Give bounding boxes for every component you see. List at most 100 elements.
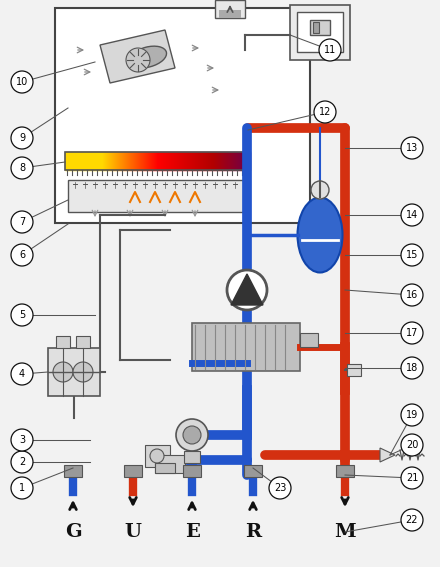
Bar bbox=[238, 152, 239, 170]
Bar bbox=[111, 152, 112, 170]
Text: R: R bbox=[245, 523, 261, 541]
Bar bbox=[215, 0, 245, 18]
Bar bbox=[150, 152, 151, 170]
Circle shape bbox=[11, 304, 33, 326]
Bar bbox=[196, 152, 197, 170]
Bar bbox=[137, 152, 138, 170]
Bar bbox=[120, 152, 121, 170]
Circle shape bbox=[401, 357, 423, 379]
Bar bbox=[93, 152, 94, 170]
Bar bbox=[244, 465, 262, 477]
Bar bbox=[239, 152, 240, 170]
Bar bbox=[71, 152, 72, 170]
Text: 23: 23 bbox=[274, 483, 286, 493]
Bar bbox=[236, 152, 237, 170]
Text: 3: 3 bbox=[19, 435, 25, 445]
Bar bbox=[102, 152, 103, 170]
Circle shape bbox=[11, 71, 33, 93]
Bar bbox=[171, 152, 172, 170]
Bar bbox=[244, 152, 245, 170]
Ellipse shape bbox=[129, 46, 166, 68]
Polygon shape bbox=[380, 448, 395, 462]
Bar bbox=[184, 451, 200, 463]
Bar bbox=[157, 152, 158, 170]
Circle shape bbox=[150, 449, 164, 463]
Bar bbox=[155, 455, 185, 473]
Bar bbox=[209, 152, 210, 170]
Bar bbox=[226, 152, 227, 170]
Bar bbox=[66, 152, 67, 170]
Bar bbox=[141, 152, 142, 170]
Bar bbox=[204, 152, 205, 170]
Text: 14: 14 bbox=[406, 210, 418, 220]
Bar bbox=[139, 152, 140, 170]
Circle shape bbox=[11, 211, 33, 233]
Bar bbox=[167, 152, 168, 170]
Text: 1: 1 bbox=[19, 483, 25, 493]
Bar bbox=[76, 152, 77, 170]
Bar bbox=[198, 152, 199, 170]
Bar bbox=[56, 336, 70, 348]
Bar bbox=[161, 152, 162, 170]
Bar bbox=[192, 323, 300, 371]
Bar bbox=[86, 152, 87, 170]
Bar bbox=[73, 152, 74, 170]
Bar bbox=[219, 152, 220, 170]
Text: 8: 8 bbox=[19, 163, 25, 173]
Bar bbox=[169, 152, 170, 170]
Polygon shape bbox=[100, 30, 175, 83]
Circle shape bbox=[401, 322, 423, 344]
Bar bbox=[173, 152, 174, 170]
Bar bbox=[75, 152, 76, 170]
Bar bbox=[213, 152, 214, 170]
Bar bbox=[107, 152, 108, 170]
Text: 2: 2 bbox=[19, 457, 25, 467]
Bar bbox=[197, 152, 198, 170]
Bar bbox=[152, 152, 153, 170]
Bar bbox=[118, 152, 119, 170]
Bar bbox=[243, 152, 244, 170]
Bar bbox=[290, 5, 350, 60]
Bar bbox=[96, 152, 97, 170]
Text: 4: 4 bbox=[19, 369, 25, 379]
Bar bbox=[80, 152, 81, 170]
Bar bbox=[182, 152, 183, 170]
Bar bbox=[115, 152, 116, 170]
Bar bbox=[130, 152, 131, 170]
Bar bbox=[138, 152, 139, 170]
Bar bbox=[205, 152, 206, 170]
Bar bbox=[231, 152, 232, 170]
Bar bbox=[91, 152, 92, 170]
Bar bbox=[186, 152, 187, 170]
Text: 22: 22 bbox=[406, 515, 418, 525]
Bar bbox=[65, 152, 250, 170]
Bar bbox=[247, 152, 248, 170]
Ellipse shape bbox=[297, 197, 342, 273]
Bar bbox=[201, 152, 202, 170]
Bar bbox=[99, 152, 100, 170]
Bar bbox=[211, 152, 212, 170]
Bar bbox=[237, 152, 238, 170]
Bar bbox=[336, 465, 354, 477]
Circle shape bbox=[269, 477, 291, 499]
Bar bbox=[81, 152, 82, 170]
Bar bbox=[246, 152, 247, 170]
Bar bbox=[90, 152, 91, 170]
Bar bbox=[175, 152, 176, 170]
Bar bbox=[210, 152, 211, 170]
Bar bbox=[65, 152, 66, 170]
Bar bbox=[248, 152, 249, 170]
Text: 20: 20 bbox=[406, 440, 418, 450]
Bar bbox=[163, 152, 164, 170]
Bar bbox=[144, 152, 145, 170]
Circle shape bbox=[11, 363, 33, 385]
Bar bbox=[229, 152, 230, 170]
Bar bbox=[218, 152, 219, 170]
Bar bbox=[172, 152, 173, 170]
Bar bbox=[194, 152, 195, 170]
Bar bbox=[149, 152, 150, 170]
Bar bbox=[227, 152, 228, 170]
Bar bbox=[174, 152, 175, 170]
Bar bbox=[134, 152, 135, 170]
Bar bbox=[136, 152, 137, 170]
